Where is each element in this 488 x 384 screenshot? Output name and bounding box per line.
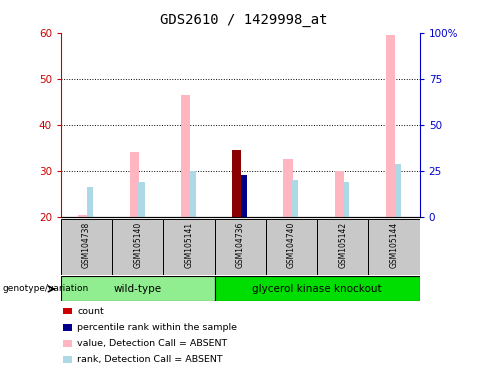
Bar — [241, 175, 247, 217]
Text: GSM105140: GSM105140 — [133, 222, 142, 268]
Text: GSM105141: GSM105141 — [184, 222, 194, 268]
Bar — [163, 219, 215, 275]
Bar — [266, 219, 317, 275]
Bar — [386, 35, 395, 217]
Bar — [130, 152, 139, 217]
Bar — [215, 276, 420, 301]
Bar — [232, 150, 242, 217]
Bar — [292, 180, 298, 217]
Bar — [344, 182, 349, 217]
Text: wild-type: wild-type — [114, 284, 162, 294]
Bar — [79, 215, 88, 217]
Text: count: count — [77, 306, 104, 316]
Bar — [317, 219, 368, 275]
Bar — [139, 182, 144, 217]
Text: rank, Detection Call = ABSENT: rank, Detection Call = ABSENT — [77, 355, 223, 364]
Bar — [215, 219, 266, 275]
Bar — [61, 219, 112, 275]
Text: genotype/variation: genotype/variation — [2, 285, 89, 293]
Bar — [61, 276, 215, 301]
Bar — [284, 159, 293, 217]
Text: glycerol kinase knockout: glycerol kinase knockout — [252, 284, 382, 294]
Bar — [190, 171, 196, 217]
Bar — [87, 187, 93, 217]
Text: percentile rank within the sample: percentile rank within the sample — [77, 323, 237, 332]
Bar — [395, 164, 401, 217]
Bar — [335, 171, 344, 217]
Text: GSM105144: GSM105144 — [389, 222, 399, 268]
Bar — [368, 219, 420, 275]
Text: GSM104738: GSM104738 — [82, 222, 91, 268]
Bar — [112, 219, 163, 275]
Text: GSM104740: GSM104740 — [287, 222, 296, 268]
Bar — [181, 95, 190, 217]
Text: GSM104736: GSM104736 — [236, 222, 245, 268]
Text: GDS2610 / 1429998_at: GDS2610 / 1429998_at — [160, 13, 328, 27]
Text: value, Detection Call = ABSENT: value, Detection Call = ABSENT — [77, 339, 227, 348]
Text: GSM105142: GSM105142 — [338, 222, 347, 268]
